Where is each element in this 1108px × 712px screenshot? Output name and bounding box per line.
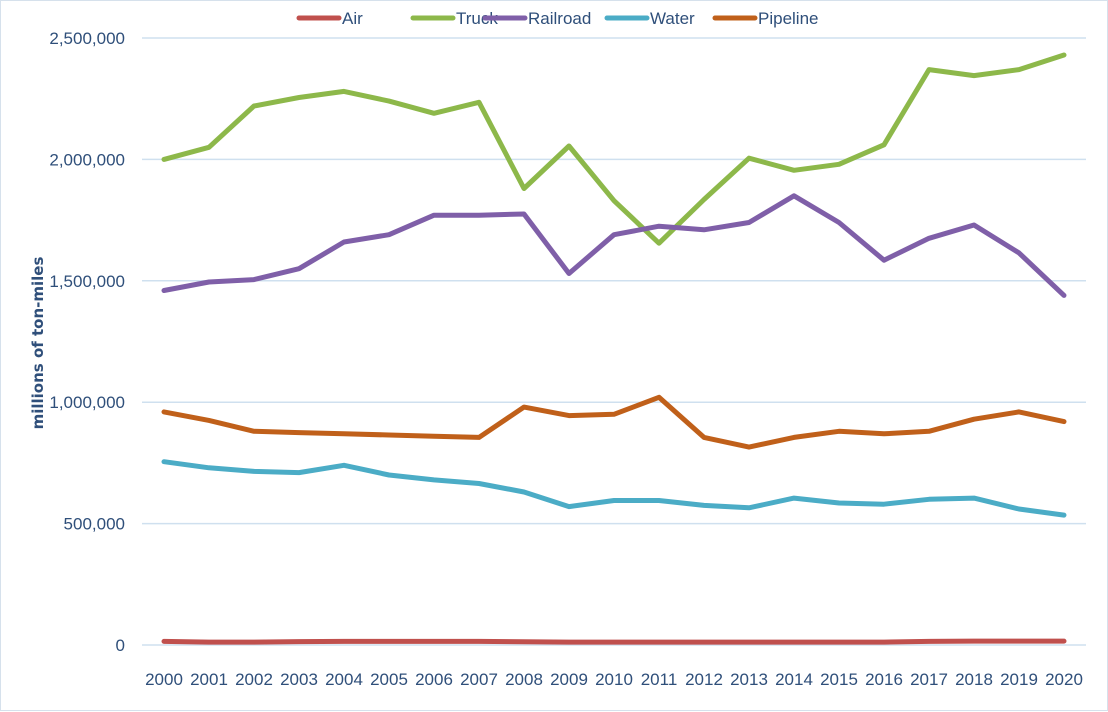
series-line-water <box>161 459 1067 518</box>
series-lines <box>161 52 1067 645</box>
x-tick-label: 2013 <box>730 670 768 689</box>
legend-label-railroad: Railroad <box>528 9 591 28</box>
x-tick-label: 2011 <box>641 670 678 689</box>
x-tick-label: 2017 <box>910 670 948 689</box>
y-tick-label: 1,000,000 <box>49 393 125 412</box>
x-tick-label: 2001 <box>190 670 228 689</box>
legend-label-air: Air <box>342 9 363 28</box>
x-axis-tick-labels: 2000 2001 2002 2003 2004 2005 2006 2007 2008 2009… <box>145 670 1083 689</box>
y-tick-label: 0 <box>116 636 125 655</box>
x-tick-label: 2003 <box>280 670 318 689</box>
x-tick-label: 2004 <box>325 670 363 689</box>
x-tick-label: 2014 <box>775 670 813 689</box>
legend-label-water: Water <box>650 9 695 28</box>
x-tick-label: 2012 <box>685 670 723 689</box>
x-tick-label: 2019 <box>1000 670 1038 689</box>
y-tick-label: 2,000,000 <box>49 150 125 169</box>
x-tick-label: 2015 <box>820 670 858 689</box>
legend-label-pipeline: Pipeline <box>758 9 819 28</box>
series-line-air <box>161 638 1067 645</box>
legend: Air Truck Railroad Water Pipeline <box>296 9 819 28</box>
x-tick-label: 2016 <box>865 670 903 689</box>
x-tick-label: 2006 <box>415 670 453 689</box>
x-tick-label: 2010 <box>595 670 633 689</box>
y-tick-label: 2,500,000 <box>49 29 125 48</box>
y-axis-label: millions of ton-miles <box>29 257 47 430</box>
x-tick-label: 2008 <box>505 670 543 689</box>
series-line-railroad <box>161 193 1067 298</box>
y-tick-label: 1,500,000 <box>49 272 125 291</box>
y-axis-tick-labels: 0 500,000 1,000,000 1,500,000 2,000,000 2,500… <box>49 29 125 655</box>
x-tick-label: 2020 <box>1045 670 1083 689</box>
y-tick-label: 500,000 <box>64 515 125 534</box>
x-tick-label: 2018 <box>955 670 993 689</box>
legend-label-truck: Truck <box>456 9 498 28</box>
x-tick-label: 2007 <box>460 670 498 689</box>
x-tick-label: 2005 <box>370 670 408 689</box>
gridlines <box>142 37 1086 646</box>
series-line-pipeline <box>161 394 1067 450</box>
x-tick-label: 2002 <box>235 670 273 689</box>
series-line-truck <box>161 52 1067 246</box>
x-tick-label: 2009 <box>550 670 588 689</box>
x-tick-label: 2000 <box>145 670 183 689</box>
